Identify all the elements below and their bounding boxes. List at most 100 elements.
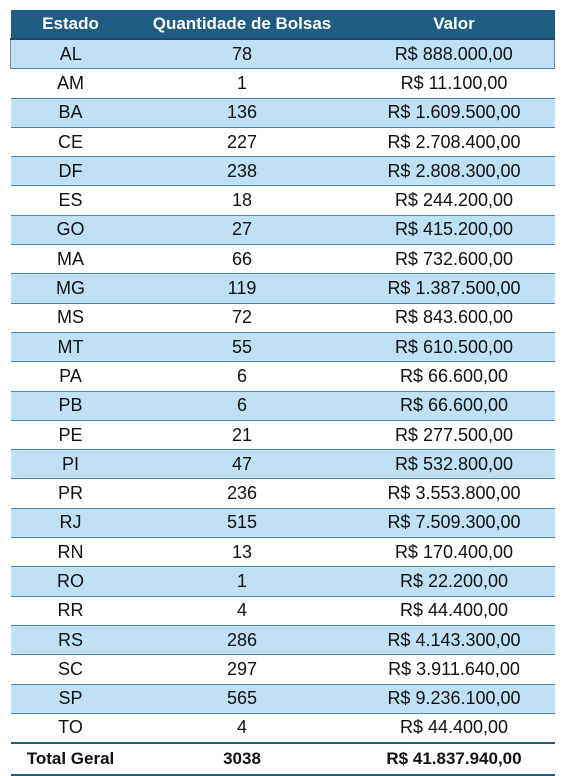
table-row: PE 21 R$ 277.500,00	[10, 420, 555, 451]
cell-valor: R$ 415.200,00	[353, 215, 555, 246]
table-row: TO 4 R$ 44.400,00	[10, 713, 555, 744]
cell-estado: AL	[10, 38, 131, 70]
cell-quantidade: 18	[130, 185, 354, 216]
cell-valor: R$ 2.808.300,00	[353, 156, 555, 187]
cell-valor: R$ 888.000,00	[353, 38, 555, 70]
cell-estado: TO	[10, 713, 131, 744]
table-row: CE 227 R$ 2.708.400,00	[10, 127, 555, 158]
table-row: AM 1 R$ 11.100,00	[10, 68, 555, 99]
cell-valor: R$ 11.100,00	[353, 68, 555, 99]
cell-quantidade: 21	[130, 420, 354, 451]
header-valor: Valor	[353, 10, 555, 40]
cell-quantidade: 27	[130, 215, 354, 246]
cell-valor: R$ 244.200,00	[353, 185, 555, 216]
cell-valor: R$ 2.708.400,00	[353, 127, 555, 158]
cell-estado: AM	[10, 68, 131, 99]
cell-quantidade: 66	[130, 244, 354, 275]
cell-estado: BA	[10, 98, 131, 128]
cell-valor: R$ 66.600,00	[353, 361, 555, 392]
cell-valor: R$ 277.500,00	[353, 420, 555, 451]
cell-estado: RR	[10, 596, 131, 626]
total-valor: R$ 41.837.940,00	[353, 742, 555, 776]
cell-estado: PE	[10, 420, 131, 451]
cell-estado: GO	[10, 215, 131, 246]
cell-valor: R$ 9.236.100,00	[353, 684, 555, 714]
total-quantidade: 3038	[130, 742, 354, 776]
cell-quantidade: 47	[130, 449, 354, 480]
cell-valor: R$ 532.800,00	[353, 449, 555, 480]
cell-quantidade: 4	[130, 713, 354, 744]
cell-valor: R$ 170.400,00	[353, 537, 555, 568]
scholarship-table-container: Estado Quantidade de Bolsas Valor AL 78 R$…	[10, 10, 555, 776]
cell-quantidade: 297	[130, 654, 354, 685]
table-row: ES 18 R$ 244.200,00	[10, 185, 555, 216]
cell-quantidade: 136	[130, 98, 354, 128]
table-body: AL 78 R$ 888.000,00 AM 1 R$ 11.100,00 BA 136 R$ …	[10, 38, 555, 744]
table-row: RJ 515 R$ 7.509.300,00	[10, 508, 555, 539]
table-row: MA 66 R$ 732.600,00	[10, 244, 555, 275]
table-row: PI 47 R$ 532.800,00	[10, 449, 555, 480]
header-estado: Estado	[10, 10, 131, 40]
total-row: Total Geral 3038 R$ 41.837.940,00	[10, 742, 555, 776]
cell-estado: ES	[10, 185, 131, 216]
table-row: RR 4 R$ 44.400,00	[10, 596, 555, 626]
cell-estado: PA	[10, 361, 131, 392]
scholarship-table: Estado Quantidade de Bolsas Valor AL 78 R$…	[10, 10, 555, 776]
cell-quantidade: 236	[130, 478, 354, 509]
table-header: Estado Quantidade de Bolsas Valor	[10, 10, 555, 40]
cell-quantidade: 286	[130, 625, 354, 656]
cell-valor: R$ 3.911.640,00	[353, 654, 555, 685]
table-row: SP 565 R$ 9.236.100,00	[10, 684, 555, 714]
cell-quantidade: 55	[130, 332, 354, 363]
cell-estado: RJ	[10, 508, 131, 539]
cell-estado: CE	[10, 127, 131, 158]
table-row: MT 55 R$ 610.500,00	[10, 332, 555, 363]
cell-quantidade: 6	[130, 361, 354, 392]
table-row: DF 238 R$ 2.808.300,00	[10, 156, 555, 187]
cell-quantidade: 238	[130, 156, 354, 187]
cell-quantidade: 119	[130, 273, 354, 304]
cell-quantidade: 13	[130, 537, 354, 568]
cell-quantidade: 227	[130, 127, 354, 158]
cell-estado: RO	[10, 566, 131, 597]
table-row: MS 72 R$ 843.600,00	[10, 303, 555, 333]
cell-valor: R$ 1.387.500,00	[353, 273, 555, 304]
cell-valor: R$ 44.400,00	[353, 713, 555, 744]
table-row: PR 236 R$ 3.553.800,00	[10, 478, 555, 509]
cell-quantidade: 1	[130, 566, 354, 597]
cell-valor: R$ 610.500,00	[353, 332, 555, 363]
cell-estado: MS	[10, 303, 131, 333]
table-row: RN 13 R$ 170.400,00	[10, 537, 555, 568]
cell-estado: SC	[10, 654, 131, 685]
table-row: RS 286 R$ 4.143.300,00	[10, 625, 555, 656]
cell-estado: PR	[10, 478, 131, 509]
table-row: BA 136 R$ 1.609.500,00	[10, 98, 555, 128]
table-row: PA 6 R$ 66.600,00	[10, 361, 555, 392]
table-row: MG 119 R$ 1.387.500,00	[10, 273, 555, 304]
cell-estado: PB	[10, 391, 131, 421]
cell-estado: SP	[10, 684, 131, 714]
cell-quantidade: 78	[130, 38, 354, 70]
table-row: AL 78 R$ 888.000,00	[10, 38, 555, 70]
table-row: PB 6 R$ 66.600,00	[10, 391, 555, 421]
cell-quantidade: 515	[130, 508, 354, 539]
table-row: RO 1 R$ 22.200,00	[10, 566, 555, 597]
cell-estado: RN	[10, 537, 131, 568]
cell-quantidade: 72	[130, 303, 354, 333]
cell-valor: R$ 7.509.300,00	[353, 508, 555, 539]
header-quantidade: Quantidade de Bolsas	[130, 10, 354, 40]
cell-valor: R$ 22.200,00	[353, 566, 555, 597]
table-row: SC 297 R$ 3.911.640,00	[10, 654, 555, 685]
cell-estado: DF	[10, 156, 131, 187]
cell-quantidade: 4	[130, 596, 354, 626]
cell-estado: MT	[10, 332, 131, 363]
cell-estado: PI	[10, 449, 131, 480]
cell-quantidade: 565	[130, 684, 354, 714]
cell-valor: R$ 66.600,00	[353, 391, 555, 421]
table-footer: Total Geral 3038 R$ 41.837.940,00	[10, 742, 555, 776]
cell-valor: R$ 3.553.800,00	[353, 478, 555, 509]
cell-valor: R$ 4.143.300,00	[353, 625, 555, 656]
cell-estado: MA	[10, 244, 131, 275]
header-row: Estado Quantidade de Bolsas Valor	[10, 10, 555, 40]
total-label: Total Geral	[10, 742, 131, 776]
